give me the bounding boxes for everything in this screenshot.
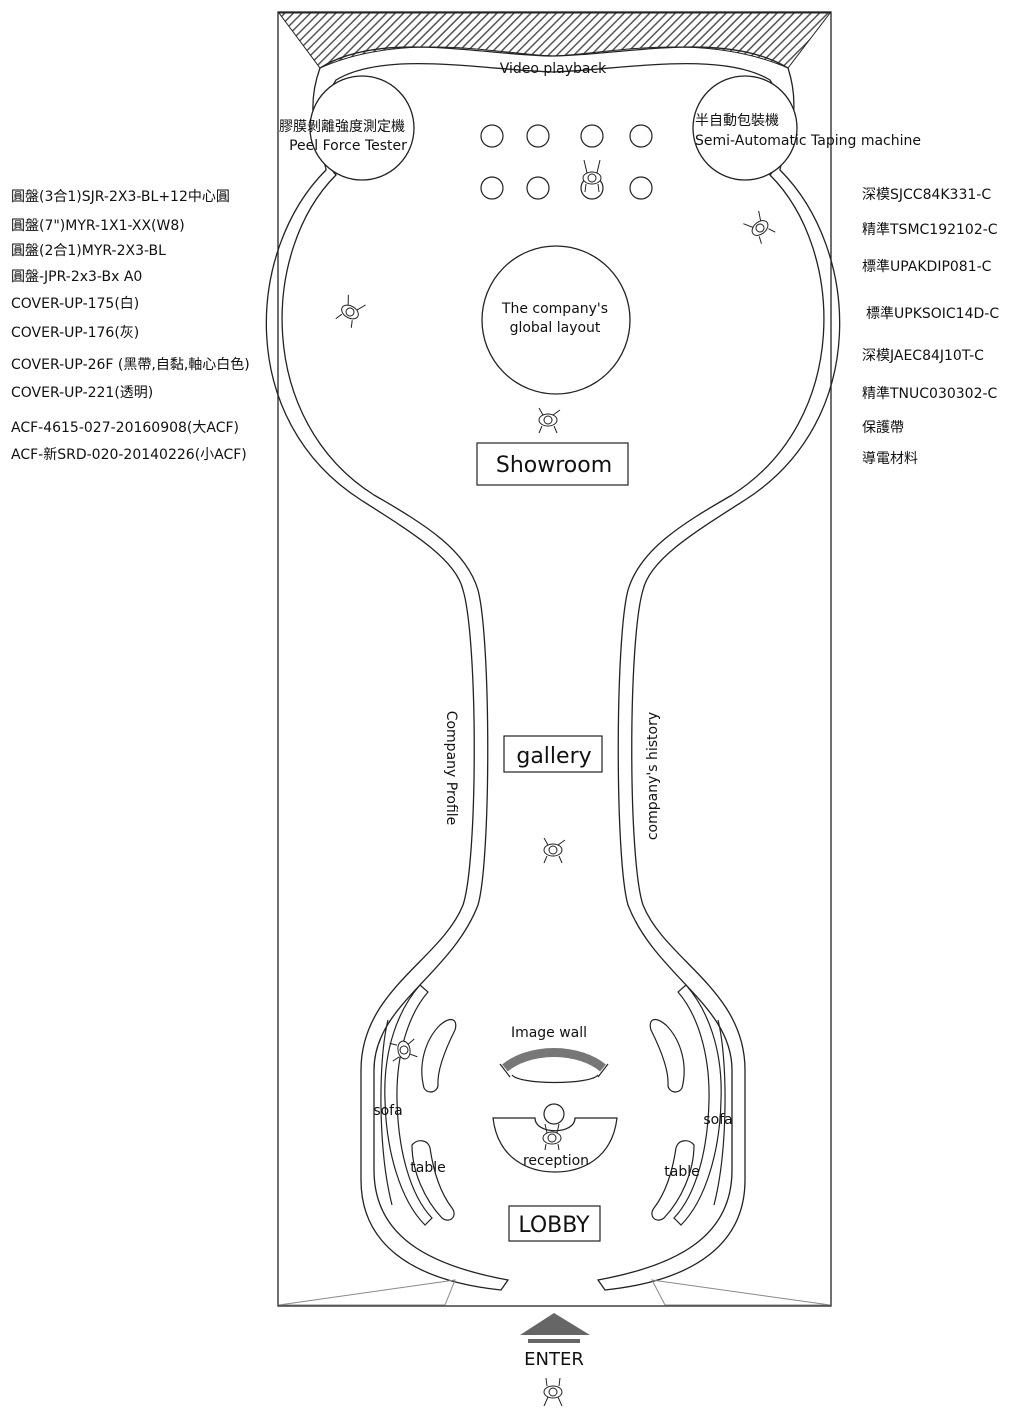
showroom-label-box	[476, 442, 629, 486]
left-product-10: ACF-新SRD-020-20140226(小ACF)	[11, 447, 247, 463]
taping-machine-label-en: Semi-Automatic Taping machine	[695, 133, 921, 149]
taping-machine-station	[692, 75, 798, 181]
left-product-6: COVER-UP-176(灰)	[11, 325, 140, 341]
lobby-label-box	[508, 1205, 601, 1242]
enter-arrow-icon	[520, 1313, 590, 1335]
right-product-7: 保護帶	[862, 420, 904, 436]
person-icon	[335, 294, 366, 328]
seat	[526, 124, 550, 148]
company-history-label: company's history	[645, 712, 661, 840]
left-product-9: ACF-4615-027-20160908(大ACF)	[11, 420, 240, 436]
global-layout-line2: global layout	[510, 320, 601, 336]
seat	[629, 124, 653, 148]
entrance-left-ramp	[278, 1279, 456, 1306]
seat	[629, 176, 653, 200]
seating-grid	[480, 124, 653, 200]
table-left-lower	[411, 1140, 455, 1221]
table-left-label: table	[410, 1160, 445, 1176]
showroom-label: Showroom	[496, 453, 612, 478]
peel-force-tester-station	[309, 75, 415, 181]
reception-label: reception	[523, 1153, 589, 1169]
right-product-4: 標準UPKSOIC14D-C	[866, 306, 1000, 322]
person-icon	[743, 210, 776, 244]
left-product-1: 圓盤(3合1)SJR-2X3-BL+12中心圓	[11, 189, 230, 205]
right-product-5: 深模JAEC84J10T-C	[862, 348, 984, 364]
enter-threshold	[528, 1339, 580, 1343]
person-icon	[582, 159, 602, 193]
person-icon	[543, 1377, 563, 1407]
left-product-5: COVER-UP-175(白)	[11, 296, 140, 312]
left-product-2: 圓盤(7")MYR-1X1-XX(W8)	[11, 218, 185, 234]
gallery-label: gallery	[516, 744, 591, 769]
table-right-upper	[649, 1018, 685, 1093]
taping-machine-label-zh: 半自動包裝機	[695, 113, 779, 129]
global-layout-display	[481, 245, 631, 395]
right-product-1: 深模SJCC84K331-C	[862, 187, 992, 203]
gallery-label-box	[503, 735, 603, 773]
top-hatched-area	[278, 12, 832, 69]
right-product-8: 導電材料	[862, 451, 918, 467]
sofa-right	[673, 984, 722, 1226]
corridor-wall	[265, 46, 841, 1291]
person-icon	[543, 837, 566, 864]
seat	[480, 176, 504, 200]
seat	[580, 124, 604, 148]
reception-chair	[543, 1103, 565, 1125]
seat	[480, 124, 504, 148]
left-product-8: COVER-UP-221(透明)	[11, 385, 154, 401]
left-product-4: 圓盤-JPR-2x3-Bx A0	[11, 269, 143, 285]
peel-force-tester-label-en: Peel Force Tester	[289, 138, 407, 154]
sofa-right-label: sofa	[703, 1112, 732, 1128]
sofa-left-line	[380, 1019, 393, 1206]
person-icon	[389, 1038, 418, 1062]
sofa-right-line	[713, 1019, 726, 1206]
sofa-left-label: sofa	[373, 1103, 402, 1119]
table-left-upper	[421, 1018, 457, 1093]
left-product-3: 圓盤(2合1)MYR-2X3-BL	[11, 243, 166, 259]
lobby-label: LOBBY	[518, 1213, 590, 1238]
right-product-6: 精準TNUC030302-C	[862, 386, 998, 402]
table-right-lower	[651, 1140, 695, 1221]
outer-boundary	[277, 11, 832, 1307]
image-wall	[502, 1048, 606, 1072]
reception-desk	[492, 1117, 618, 1173]
enter-label: ENTER	[524, 1349, 584, 1370]
right-product-2: 精準TSMC192102-C	[862, 222, 998, 238]
table-right-label: table	[664, 1164, 699, 1180]
right-product-3: 標準UPAKDIP081-C	[862, 259, 992, 275]
left-product-7: COVER-UP-26F (黑帶,自黏,軸心白色)	[11, 357, 250, 373]
peel-force-tester-label-zh: 膠膜剝離強度測定機	[279, 118, 405, 135]
global-layout-line1: The company's	[501, 301, 608, 317]
video-playback-label: Video playback	[500, 61, 607, 77]
person-icons	[335, 159, 776, 1407]
seat	[526, 176, 550, 200]
company-profile-label: Company Profile	[443, 711, 459, 826]
entrance-right-ramp	[651, 1279, 831, 1306]
person-icon	[542, 1123, 562, 1151]
person-icon	[538, 407, 561, 434]
image-wall-label: Image wall	[511, 1025, 587, 1041]
